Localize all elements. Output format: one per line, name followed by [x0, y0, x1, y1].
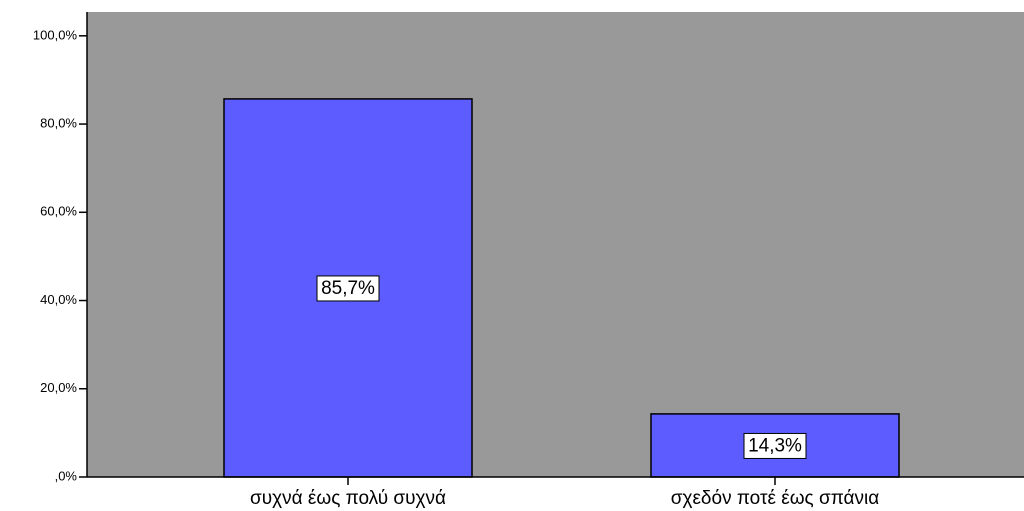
- x-tick-label: συχνά έως πολύ συχνά: [250, 488, 446, 509]
- x-tick-label: σχεδόν ποτέ έως σπάνια: [671, 488, 879, 509]
- value-label-box: [743, 432, 807, 459]
- y-tick-label: 40,0%: [40, 292, 77, 307]
- value-label: 85,7%: [321, 278, 375, 299]
- y-tick-label: 60,0%: [40, 204, 77, 219]
- y-tick-label: 100,0%: [33, 27, 78, 42]
- y-tick-label: 20,0%: [40, 380, 77, 395]
- value-label-box: [316, 275, 380, 302]
- y-tick-label: ,0%: [55, 468, 78, 483]
- y-tick-label: 80,0%: [40, 115, 77, 130]
- value-label: 14,3%: [748, 435, 802, 456]
- bar: [223, 98, 473, 478]
